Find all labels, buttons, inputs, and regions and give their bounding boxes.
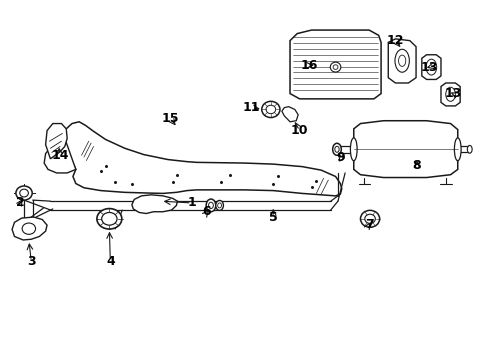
Ellipse shape <box>102 212 117 225</box>
Polygon shape <box>281 107 298 122</box>
Text: 8: 8 <box>412 159 421 172</box>
Ellipse shape <box>425 59 436 75</box>
Text: 13: 13 <box>444 87 461 100</box>
Ellipse shape <box>360 210 379 227</box>
Ellipse shape <box>16 186 32 200</box>
Ellipse shape <box>467 145 471 153</box>
Polygon shape <box>45 123 67 159</box>
Ellipse shape <box>453 138 460 161</box>
Ellipse shape <box>22 223 36 234</box>
Polygon shape <box>44 138 76 173</box>
Ellipse shape <box>350 138 356 161</box>
Text: 15: 15 <box>161 112 179 125</box>
Text: 6: 6 <box>202 205 210 218</box>
Polygon shape <box>353 121 457 177</box>
Polygon shape <box>64 122 341 196</box>
Text: 9: 9 <box>335 150 344 163</box>
Text: 5: 5 <box>268 211 277 224</box>
Text: 11: 11 <box>243 101 260 114</box>
Ellipse shape <box>398 55 405 66</box>
Ellipse shape <box>265 105 275 114</box>
Polygon shape <box>440 83 459 106</box>
Text: 1: 1 <box>187 197 196 210</box>
Ellipse shape <box>208 202 213 208</box>
Ellipse shape <box>394 49 408 72</box>
Polygon shape <box>132 195 177 213</box>
Text: 16: 16 <box>300 59 317 72</box>
Polygon shape <box>387 39 415 83</box>
Text: 12: 12 <box>386 34 404 47</box>
Ellipse shape <box>20 189 28 197</box>
Ellipse shape <box>332 143 341 155</box>
Ellipse shape <box>329 62 340 72</box>
Text: 4: 4 <box>106 255 115 267</box>
Ellipse shape <box>261 101 280 118</box>
Ellipse shape <box>97 208 122 229</box>
Ellipse shape <box>445 87 454 101</box>
Ellipse shape <box>364 214 375 224</box>
Ellipse shape <box>215 201 223 210</box>
Text: 14: 14 <box>51 149 69 162</box>
Ellipse shape <box>217 203 221 208</box>
Ellipse shape <box>332 65 337 69</box>
Text: 3: 3 <box>27 255 36 267</box>
Text: 7: 7 <box>364 217 373 231</box>
Text: 2: 2 <box>16 197 24 210</box>
Polygon shape <box>289 30 380 99</box>
Ellipse shape <box>334 146 339 152</box>
Text: 10: 10 <box>290 124 308 137</box>
Text: 13: 13 <box>420 60 437 73</box>
Polygon shape <box>12 217 47 240</box>
Ellipse shape <box>206 199 215 212</box>
Polygon shape <box>421 55 440 80</box>
